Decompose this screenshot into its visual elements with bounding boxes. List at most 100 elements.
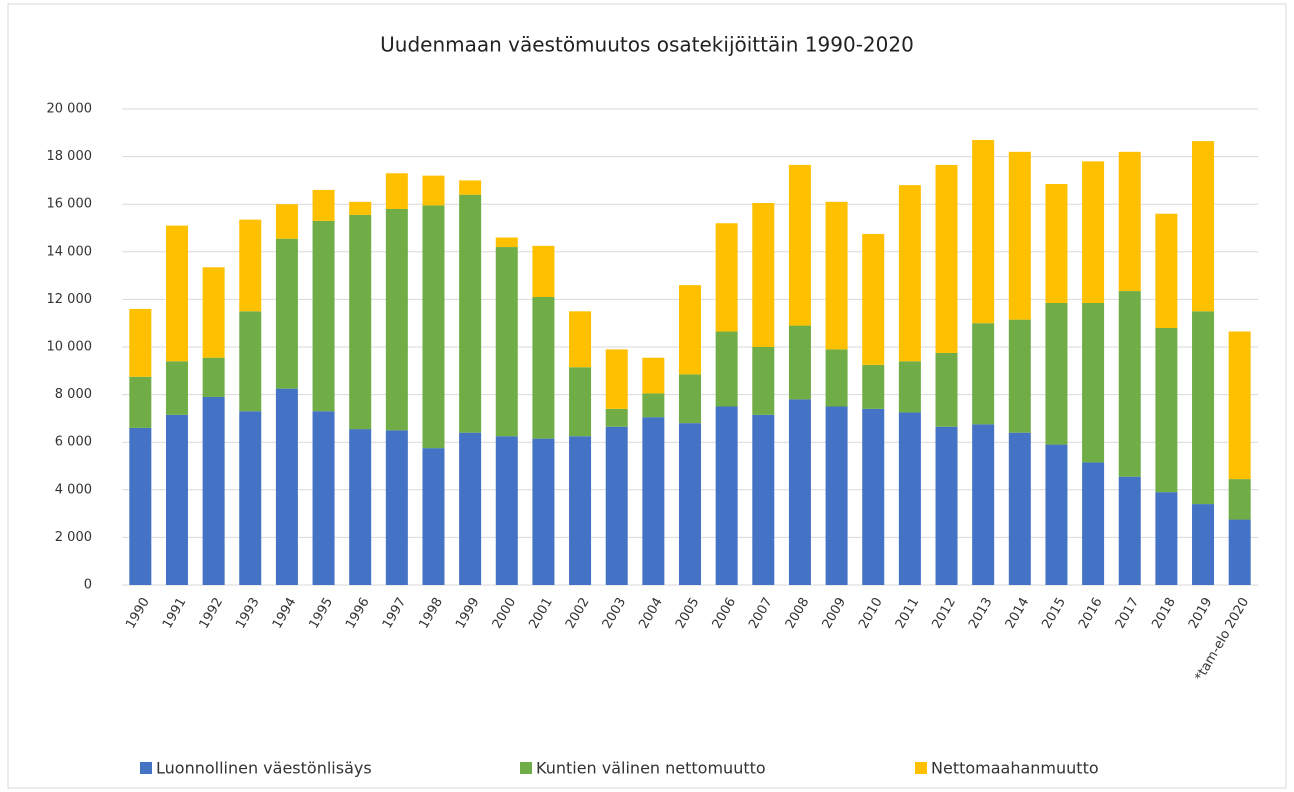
bar-segment (605, 426, 628, 585)
legend-label: Kuntien välinen nettomuutto (536, 759, 766, 778)
bar-segment (202, 267, 225, 358)
bar-segment (898, 361, 921, 413)
bar-segment (862, 364, 885, 409)
bar-segment (349, 429, 372, 585)
bar-segment (605, 408, 628, 427)
legend-swatch (520, 762, 532, 774)
legend-label: Luonnollinen väestönlisäys (156, 759, 372, 778)
bar-segment (1008, 432, 1031, 585)
bar-segment (202, 357, 225, 397)
y-tick-label: 8 000 (55, 387, 92, 402)
bar-segment (385, 173, 408, 209)
bar-segment (679, 374, 701, 424)
bar-segment (1045, 302, 1068, 445)
bar-segment (459, 194, 482, 433)
y-tick-label: 14 000 (47, 244, 93, 259)
bar-segment (752, 203, 775, 347)
bar-segment (642, 357, 665, 394)
bar-segment (862, 233, 885, 365)
bar-segment (312, 189, 335, 221)
bar-segment (495, 247, 518, 437)
y-tick-label: 18 000 (47, 149, 93, 164)
bar-segment (1118, 291, 1141, 477)
bar-segment (459, 180, 482, 195)
legend-swatch (140, 762, 152, 774)
bar-segment (1228, 331, 1251, 480)
bar-segment (495, 237, 518, 248)
bar-segment (239, 311, 262, 412)
bar-segment (1045, 183, 1068, 303)
y-tick-label: 10 000 (47, 340, 93, 355)
bar-segment (239, 411, 262, 585)
bar-segment (165, 361, 188, 415)
bar-segment (129, 308, 152, 377)
bar-segment (532, 245, 555, 298)
y-tick-label: 16 000 (47, 197, 93, 212)
y-tick-label: 20 000 (47, 102, 93, 117)
bar-segment (752, 414, 775, 585)
bar-segment (532, 297, 555, 439)
y-tick-label: 12 000 (47, 292, 93, 307)
chart-title: Uudenmaan väestömuutos osatekijöittäin 1… (380, 33, 914, 57)
bar-segment (165, 414, 188, 585)
bar-segment (422, 205, 445, 449)
bar-segment (349, 201, 372, 215)
bar-segment (1082, 161, 1105, 303)
bar-segment (349, 214, 372, 430)
bar-segment (129, 376, 152, 428)
bar-segment (642, 417, 665, 585)
bar-segment (495, 436, 518, 585)
bar-segment (825, 201, 848, 350)
bar-segment (642, 393, 665, 418)
bar-segment (1082, 462, 1105, 585)
bar-segment (1192, 504, 1215, 585)
bar-segment (1045, 444, 1068, 585)
bar-segment (569, 311, 592, 368)
bar-segment (275, 388, 298, 585)
bar-segment (679, 423, 701, 585)
bar-segment (715, 223, 738, 332)
bar-segment (275, 238, 298, 389)
bar-segment (569, 367, 592, 437)
y-tick-label: 6 000 (55, 435, 92, 450)
bar-segment (825, 406, 848, 585)
bar-segment (862, 408, 885, 585)
y-tick-label: 0 (84, 578, 92, 593)
bar-segment (788, 325, 811, 400)
bar-segment (532, 438, 555, 585)
bar-segment (1192, 311, 1215, 505)
bar-segment (275, 204, 298, 239)
y-tick-label: 2 000 (55, 530, 92, 545)
bar-segment (422, 448, 445, 585)
bar-segment (788, 399, 811, 585)
bar-segment (1228, 479, 1251, 520)
bar-segment (898, 185, 921, 362)
bar-segment (312, 220, 335, 412)
bar-segment (239, 219, 262, 312)
y-tick-label: 4 000 (55, 482, 92, 497)
bar-segment (825, 349, 848, 407)
legend-swatch (915, 762, 927, 774)
bar-segment (459, 432, 482, 585)
legend-label: Nettomaahanmuutto (931, 759, 1099, 778)
bar-segment (129, 427, 152, 585)
bar-segment (935, 164, 958, 353)
bar-segment (1008, 319, 1031, 433)
bar-segment (1228, 519, 1251, 585)
bar-segment (935, 352, 958, 427)
bar-segment (1008, 151, 1031, 320)
bar-segment (972, 323, 995, 425)
bar-segment (972, 424, 995, 585)
bar-segment (788, 164, 811, 326)
bar-segment (715, 331, 738, 407)
bar-segment (1155, 213, 1178, 328)
bar-segment (422, 175, 445, 206)
bar-segment (935, 426, 958, 585)
bar-segment (605, 349, 628, 409)
bar-segment (1155, 492, 1178, 585)
bar-segment (1155, 327, 1178, 493)
bar-segment (165, 225, 188, 362)
bar-segment (312, 411, 335, 585)
bar-segment (569, 436, 592, 585)
